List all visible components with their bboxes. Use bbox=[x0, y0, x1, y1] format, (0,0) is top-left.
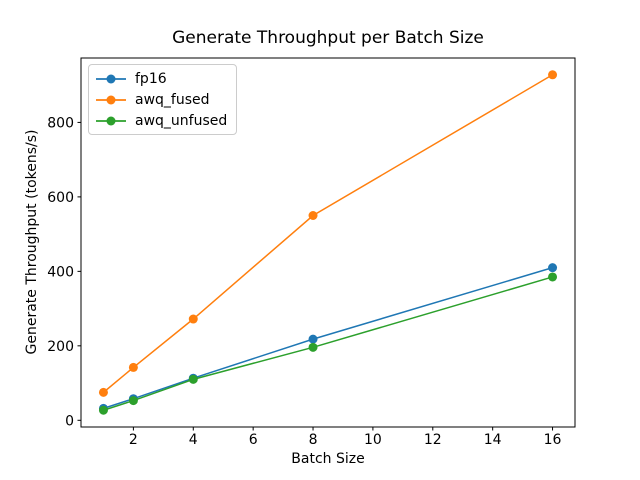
legend-line-sample-icon bbox=[96, 95, 126, 104]
legend-line-sample-icon bbox=[96, 74, 126, 83]
legend-label: awq_fused bbox=[135, 91, 210, 108]
y-tick-label: 0 bbox=[65, 413, 74, 429]
x-tick-label: 8 bbox=[309, 432, 318, 448]
y-tick-label: 200 bbox=[47, 339, 74, 355]
x-tick-label: 14 bbox=[484, 432, 502, 448]
y-tick-label: 800 bbox=[47, 115, 74, 131]
series-line-awq_unfused bbox=[102, 276, 554, 411]
x-tick-label: 12 bbox=[424, 432, 442, 448]
series-marker-fp16 bbox=[308, 334, 318, 344]
series-marker-awq_fused bbox=[128, 362, 138, 372]
chart-title: Generate Throughput per Batch Size bbox=[172, 28, 484, 48]
x-tick-label: 4 bbox=[189, 432, 198, 448]
series-marker-awq_fused bbox=[548, 70, 558, 80]
series-marker-awq_fused bbox=[308, 211, 318, 221]
legend-item-awq_unfused: awq_unfused bbox=[96, 112, 227, 129]
series-marker-awq_unfused bbox=[128, 396, 138, 406]
x-axis-label: Batch Size bbox=[291, 451, 365, 467]
legend-label: fp16 bbox=[135, 70, 167, 87]
legend-item-fp16: fp16 bbox=[96, 70, 227, 87]
x-tick-label: 6 bbox=[249, 432, 258, 448]
y-tick-label: 600 bbox=[47, 190, 74, 206]
axes-frame bbox=[80, 57, 576, 428]
series-marker-awq_unfused bbox=[98, 405, 108, 415]
series-marker-fp16 bbox=[548, 263, 558, 273]
series-marker-awq_unfused bbox=[308, 342, 318, 352]
series-marker-awq_fused bbox=[98, 387, 108, 397]
series-marker-awq_fused bbox=[188, 314, 198, 324]
x-tick-label: 2 bbox=[129, 432, 138, 448]
legend: fp16 awq_fused awq_unfused bbox=[88, 64, 238, 135]
x-tick-label: 10 bbox=[364, 432, 382, 448]
legend-line-sample-icon bbox=[96, 116, 126, 125]
legend-label: awq_unfused bbox=[135, 112, 228, 129]
y-tick-label: 400 bbox=[47, 264, 74, 280]
series-marker-awq_unfused bbox=[548, 272, 558, 282]
legend-item-awq_fused: awq_fused bbox=[96, 91, 227, 108]
series-marker-awq_unfused bbox=[188, 374, 198, 384]
x-tick-label: 16 bbox=[544, 432, 562, 448]
